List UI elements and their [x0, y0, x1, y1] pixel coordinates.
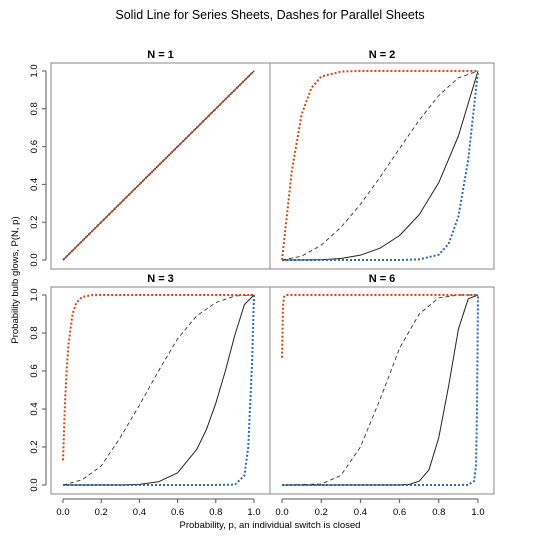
x-tick-label: 0.6: [171, 507, 184, 518]
series-line-solid: [62, 294, 255, 486]
panel-title: N = 3: [147, 273, 174, 285]
y-tick-label: 1.0: [29, 288, 40, 301]
x-tick-label: 0.2: [95, 507, 108, 518]
x-tick-label: 0.2: [315, 507, 328, 518]
y-tick-label: 0.2: [29, 440, 40, 453]
chart-panel-3: N = 3 0.0 0.2 0.4 0.6 0.8 1.0 0.0 0.2 0.4 0.6 0.8 1.…: [29, 273, 271, 518]
series-line-dashed: [281, 294, 478, 486]
panel-title: N = 6: [369, 273, 396, 285]
panel-frame: [269, 286, 495, 495]
series-line-dotted: [282, 294, 479, 486]
x-tick-label: 0.0: [56, 507, 69, 518]
y-tick-label: 0.4: [29, 402, 40, 415]
series-line-dotted: [62, 294, 254, 461]
y-tick-label: 1.0: [29, 64, 40, 77]
x-tick-label: 0.8: [209, 507, 222, 518]
y-tick-label: 0.4: [29, 178, 40, 191]
chart-panel-2: N = 2: [269, 49, 495, 270]
x-tick-label: 1.0: [247, 507, 260, 518]
series-line-dotted: [63, 294, 255, 486]
y-tick-label: 0.6: [29, 140, 40, 153]
series-line-dotted: [282, 70, 479, 261]
series-line-dashed: [62, 294, 255, 486]
y-tick-label: 0.0: [29, 253, 40, 266]
series-line-dotted: [62, 70, 255, 261]
x-tick-label: 0.4: [354, 507, 367, 518]
panel-title: N = 2: [369, 49, 396, 61]
y-tick-label: 0.6: [29, 364, 40, 377]
x-axis-label: Probability, p, an individual switch is …: [180, 520, 361, 531]
panel-title: N = 1: [147, 49, 174, 61]
y-axis-label: Probability bulb glows, P(N, p): [10, 216, 21, 343]
panels-group: N = 1 0.0 0.2 0.4 0.6 0.8 1.0 N = 2 N = 3 0.0 0.2 0…: [29, 49, 495, 518]
panel-frame: [50, 286, 271, 495]
series-line-dashed: [281, 70, 479, 261]
series-line-dotted: [281, 70, 478, 261]
figure-title: Solid Line for Series Sheets, Dashes for…: [115, 8, 424, 22]
y-tick-label: 0.2: [29, 216, 40, 229]
chart-panel-6: N = 6 0.0 0.2 0.4 0.6 0.8 1.0: [269, 273, 495, 518]
panel-frame: [50, 62, 271, 270]
x-tick-label: 0.0: [275, 507, 288, 518]
x-tick-label: 1.0: [471, 507, 484, 518]
x-tick-label: 0.4: [133, 507, 146, 518]
series-line-solid: [281, 70, 479, 261]
series-line-dotted: [281, 294, 478, 358]
series-line-solid: [281, 294, 479, 486]
y-tick-label: 0.0: [29, 478, 40, 491]
x-tick-label: 0.8: [432, 507, 445, 518]
y-tick-label: 0.8: [29, 102, 40, 115]
y-tick-label: 0.8: [29, 326, 40, 339]
panel-frame: [269, 62, 495, 270]
chart-panel-1: N = 1 0.0 0.2 0.4 0.6 0.8 1.0: [29, 49, 271, 270]
x-tick-label: 0.6: [393, 507, 406, 518]
